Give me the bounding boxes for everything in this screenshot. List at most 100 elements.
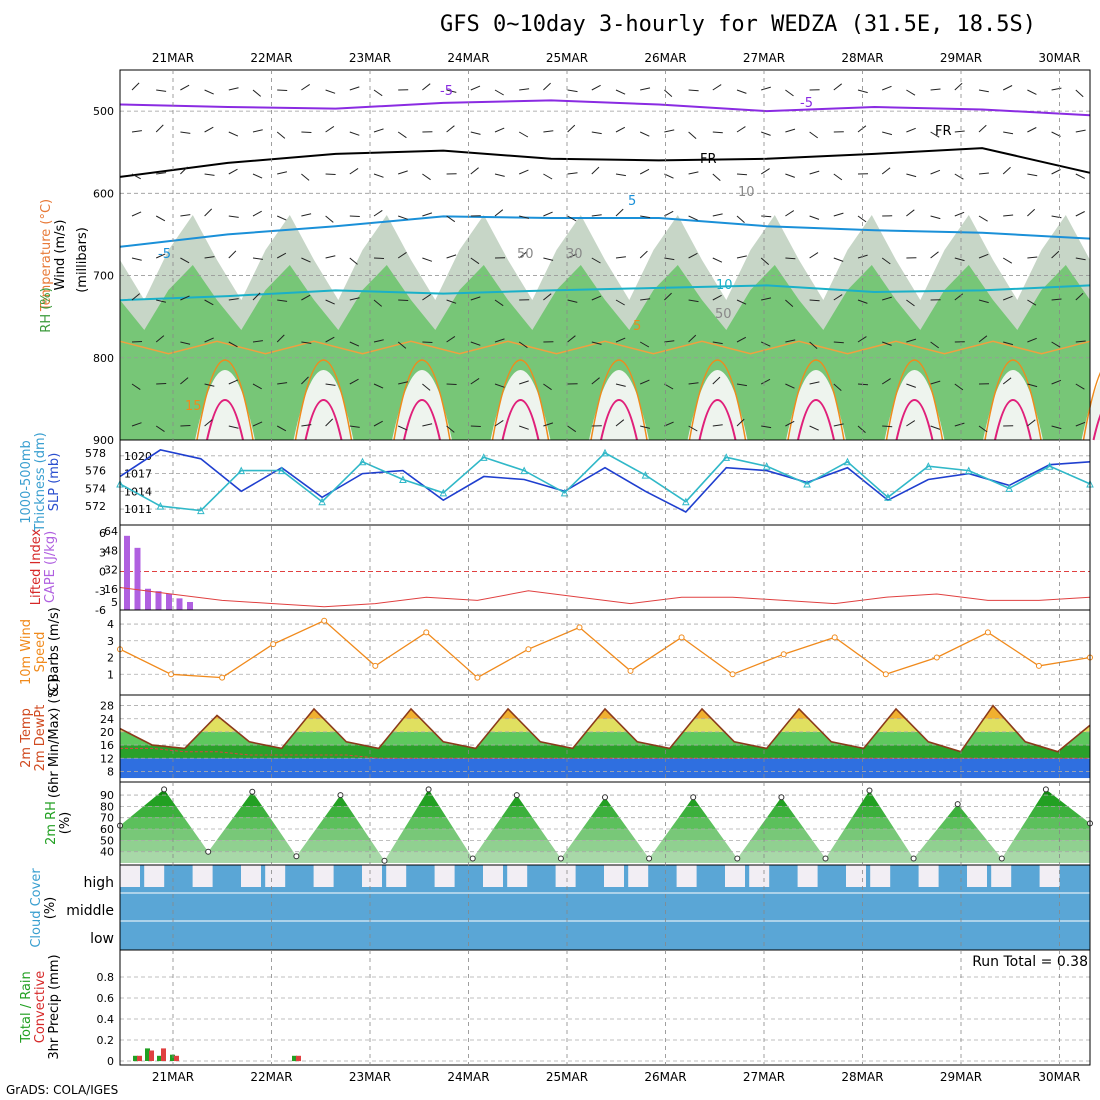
wind-barb [156,383,167,385]
rh-point [822,855,829,862]
rh-tick-label: 60 [100,823,114,836]
wind-barb [494,299,504,307]
date-label-bottom: 28MAR [841,1070,883,1084]
dry-column [687,370,748,440]
credit-label: GrADS: COLA/IGES [6,1083,119,1097]
wind-barb [688,89,699,92]
rh-point [910,855,917,862]
slp-tick-label: 1011 [124,503,152,516]
wind-barb [204,419,213,427]
wind-barb [688,252,698,259]
wind-barb [276,131,286,139]
wind-barb [857,125,867,133]
series-lifted-index [119,587,1091,608]
wind-point [525,646,532,653]
thickness-point [197,506,205,515]
cape-bar [166,593,172,610]
rh-tick-label: 50 [100,834,114,847]
wind-barb [1003,295,1013,301]
wind-barb [422,383,431,391]
wind-barb [252,292,261,301]
wind-barb [857,336,867,343]
high-cloud-gap [386,865,407,887]
series-thickness [119,451,1091,512]
temp-20-contour [895,399,934,441]
wind-barb [760,168,770,175]
wind-barb [543,422,554,427]
high-cloud-gap [507,865,528,887]
wind-barb [1051,169,1061,175]
wind-barb [639,131,650,137]
wind-barb [397,131,407,139]
wind-barb [518,131,529,138]
wind-barb [131,293,141,301]
temp-15-contour [984,359,1042,441]
wind-barb [640,425,651,429]
wind-barb [978,335,988,343]
temp-tick-label: 20 [100,726,114,739]
wind-point [372,662,379,669]
rh-axis-label-line: 2m RH [44,801,59,845]
wind-barb [809,252,819,259]
cape-tick-label: 64 [104,525,118,538]
precip-bar [133,1055,138,1062]
rh-band [120,851,1090,863]
wind-barb [567,124,576,133]
rh-tick-label: 90 [100,789,114,802]
rh-tick-label: 80 [100,800,114,813]
thickness-point [803,479,811,488]
precip-bar [296,1055,301,1062]
wind-barb [736,89,747,94]
wind-barb [204,208,213,217]
wind-barb [640,87,651,91]
date-label-top: 24MAR [447,51,489,65]
wind-barb [519,425,529,430]
wind-barb [906,299,915,307]
wind-barb [1051,341,1061,348]
wind-barb [785,383,795,389]
wind-barb [397,425,408,431]
wind-barb [543,257,554,261]
wind-barb [180,214,191,217]
wind-barb [301,341,312,344]
wind-barb [1027,419,1036,427]
wind-barb [276,252,287,259]
precip-axis-label-line: Total / Rain [19,971,34,1044]
wind-barb [761,215,772,218]
wind-barb [1027,383,1038,388]
wind-barb [519,169,529,175]
rh-point [646,855,653,862]
wind-barb [906,338,917,343]
wind-barb [398,170,408,175]
wind-barb [1075,211,1085,217]
precip-tick-label: 0.6 [97,992,115,1005]
wind-barb [301,294,311,301]
thickness-point [843,457,852,466]
slp-axis-label-line: 1000-500mb [19,440,34,524]
cape-bar [155,591,162,610]
date-label-bottom: 21MAR [152,1070,194,1084]
wind-barb [180,131,191,134]
wind-barb [349,297,360,301]
cape-tick-label: 5 [111,596,118,609]
wind-barb [930,251,939,259]
wind-barb [470,131,481,135]
rh-axis-label-line: (%) [58,812,73,835]
wind-barb [470,377,480,385]
rh-band [120,795,1090,807]
date-label-top: 22MAR [250,51,292,65]
wind-barb [712,376,721,385]
wind-barb [398,215,408,220]
wind-barb [228,341,238,348]
wind-barb [349,86,360,91]
high-cloud-gap [870,865,891,887]
wind-barb [204,256,215,259]
wind-barb [1075,292,1084,301]
rh-point [249,788,256,795]
wind-barb [688,334,697,343]
contour-label: 50 [517,247,534,262]
wind-barb [761,86,771,91]
rh-shading-green [120,265,1090,440]
wind-barb [518,251,528,259]
wind-barb [325,336,335,343]
